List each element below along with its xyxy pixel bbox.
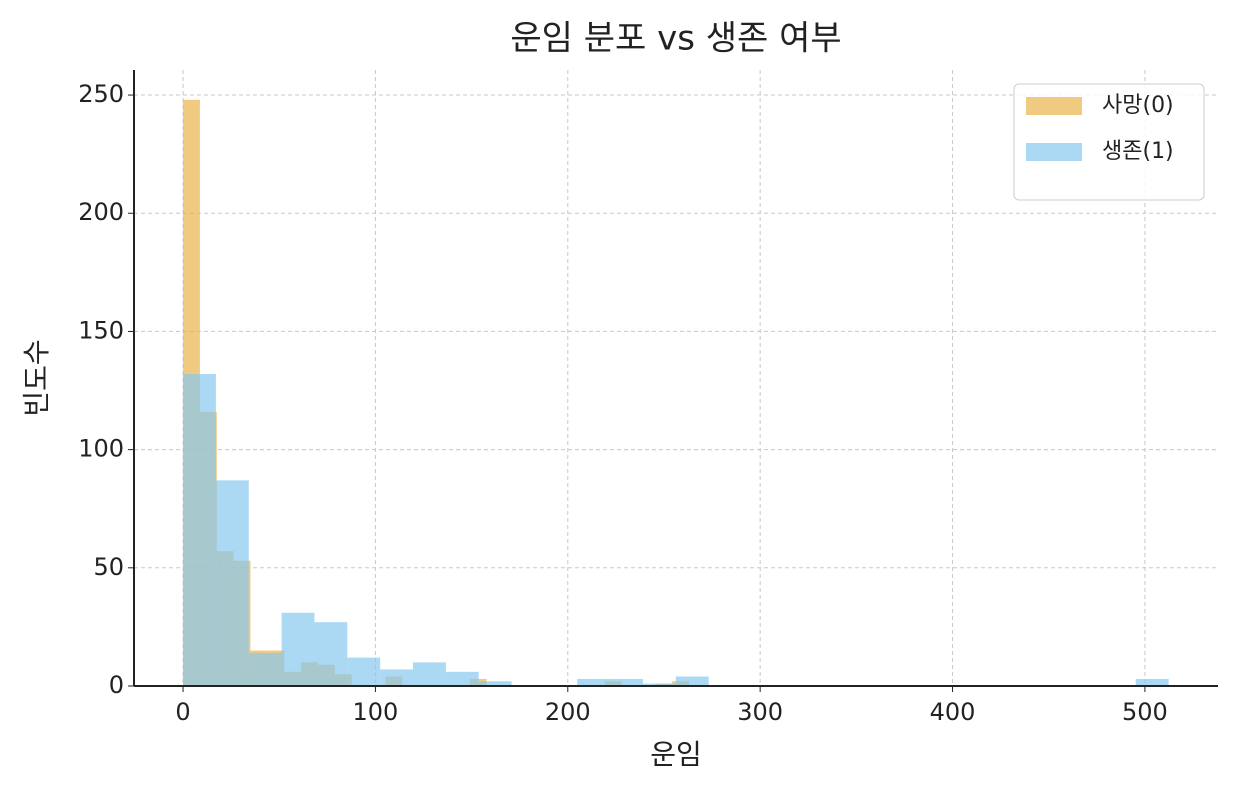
chart-title: 운임 분포 vs 생존 여부 xyxy=(510,19,841,59)
bar xyxy=(610,678,643,686)
x-tick-label: 400 xyxy=(930,698,976,726)
bar xyxy=(248,652,282,686)
y-tick-label: 250 xyxy=(78,80,124,108)
x-axis-label: 운임 xyxy=(650,738,702,771)
bar xyxy=(413,662,446,686)
y-tick-label: 200 xyxy=(78,198,124,226)
x-tick-label: 200 xyxy=(545,698,591,726)
y-axis-label: 빈도수 xyxy=(20,339,53,416)
bar xyxy=(183,373,216,686)
x-tick-label: 300 xyxy=(737,698,783,726)
legend-label: 생존(1) xyxy=(1102,139,1174,164)
bar xyxy=(380,669,414,686)
bar xyxy=(314,622,348,686)
y-tick-label: 50 xyxy=(93,553,124,581)
bar xyxy=(577,678,611,686)
bar xyxy=(445,671,479,686)
legend-swatch xyxy=(1026,143,1082,161)
x-tick-label: 0 xyxy=(175,698,190,726)
legend: 사망(0) 생존(1) xyxy=(1013,83,1205,201)
y-tick-label: 150 xyxy=(78,316,124,344)
bar xyxy=(281,612,315,686)
bar xyxy=(347,657,381,686)
x-tick-label: 500 xyxy=(1122,698,1168,726)
y-tick-label: 0 xyxy=(109,671,124,699)
legend-label: 사망(0) xyxy=(1102,93,1174,118)
y-tick-label: 100 xyxy=(78,435,124,463)
legend-swatch xyxy=(1026,97,1082,115)
bar xyxy=(642,683,676,686)
bar xyxy=(215,480,249,686)
bar xyxy=(478,681,512,686)
bar xyxy=(1135,678,1169,686)
x-tick-label: 100 xyxy=(353,698,399,726)
bar xyxy=(675,676,709,686)
